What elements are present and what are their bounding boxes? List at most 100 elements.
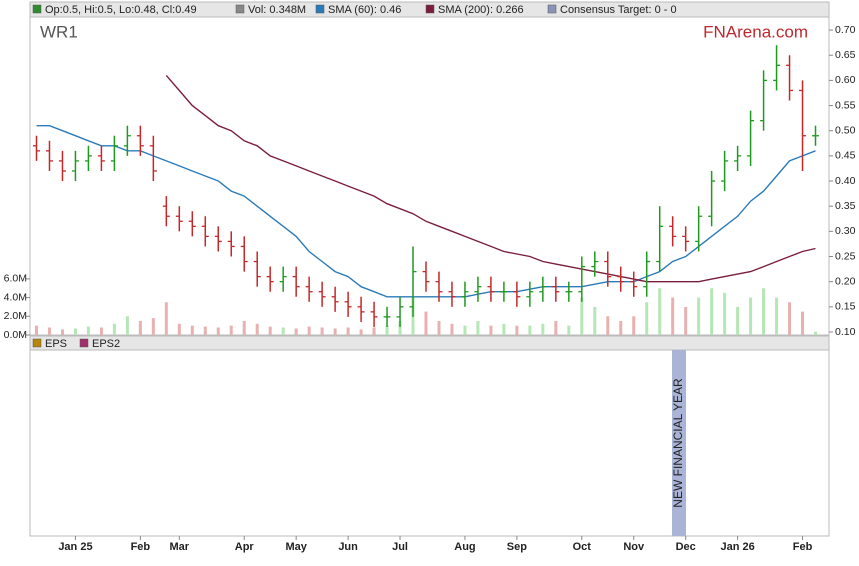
volume-bar — [437, 320, 441, 335]
volume-bar — [242, 320, 246, 335]
volume-tick-label: 4.0M — [4, 291, 27, 303]
volume-bar — [47, 327, 51, 335]
legend-swatch — [235, 4, 245, 14]
x-tick-label: Aug — [454, 541, 475, 553]
volume-bar — [229, 325, 233, 335]
x-tick-label: Nov — [623, 541, 645, 553]
volume-bar — [385, 325, 389, 335]
legend-swatch — [79, 338, 89, 348]
legend-swatch — [32, 4, 42, 14]
volume-bar — [268, 326, 272, 335]
volume-bar — [216, 327, 220, 335]
volume-bar — [697, 297, 701, 335]
x-tick-label: Sep — [507, 541, 527, 553]
volume-bar — [723, 292, 727, 335]
x-tick-label: Feb — [793, 541, 813, 553]
volume-bar — [281, 327, 285, 335]
volume-bar — [632, 316, 636, 335]
volume-bar — [684, 306, 688, 335]
volume-bar — [372, 327, 376, 335]
y-tick-label: 0.50 — [835, 124, 856, 136]
volume-bar — [619, 320, 623, 335]
y-tick-label: 0.45 — [835, 150, 856, 162]
volume-bar — [801, 311, 805, 335]
volume-tick-label: 2.0M — [4, 310, 27, 322]
annotation-band — [672, 350, 686, 536]
volume-bar — [73, 328, 77, 335]
volume-bar — [398, 320, 402, 335]
ticker: WR1 — [40, 22, 78, 41]
legend-swatch — [547, 4, 557, 14]
legend-swatch — [32, 338, 42, 348]
volume-bar — [346, 327, 350, 335]
volume-bar — [671, 297, 675, 335]
volume-bar — [164, 302, 168, 335]
volume-bar — [515, 325, 519, 335]
volume-bar — [567, 325, 571, 335]
legend-label: SMA (200): 0.266 — [438, 4, 524, 16]
legend-label: Vol: 0.348M — [248, 4, 306, 16]
volume-bar — [203, 326, 207, 335]
volume-bar — [255, 323, 259, 335]
legend-label: Consensus Target: 0 - 0 — [560, 4, 677, 16]
volume-bar — [762, 288, 766, 335]
volume-bar — [528, 325, 532, 335]
y-tick-label: 0.40 — [835, 175, 856, 187]
volume-bar — [541, 323, 545, 335]
volume-bar — [294, 328, 298, 335]
y-tick-label: 0.10 — [835, 326, 856, 338]
x-tick-label: May — [285, 541, 307, 553]
volume-bar — [736, 306, 740, 335]
volume-bar — [502, 323, 506, 335]
volume-bar — [814, 331, 818, 335]
x-tick-label: Oct — [573, 541, 592, 553]
volume-bar — [359, 329, 363, 335]
brand: FNArena.com — [703, 22, 808, 41]
volume-bar — [463, 325, 467, 335]
x-tick-label: Jan 26 — [720, 541, 754, 553]
price-panel — [29, 16, 830, 336]
legend-label: SMA (60): 0.46 — [328, 4, 401, 16]
volume-bar — [34, 325, 38, 335]
legend-label: EPS2 — [92, 338, 120, 350]
volume-bar — [307, 326, 311, 335]
sma-line — [36, 125, 816, 298]
volume-bar — [749, 297, 753, 335]
x-tick-label: Jan 25 — [58, 541, 92, 553]
volume-bar — [333, 328, 337, 335]
y-tick-label: 0.55 — [835, 99, 856, 111]
volume-bar — [710, 288, 714, 335]
legend-label: EPS — [45, 338, 67, 350]
volume-bar — [99, 327, 103, 335]
volume-bar — [151, 318, 155, 335]
volume-bar — [788, 302, 792, 335]
y-tick-label: 0.60 — [835, 74, 856, 86]
volume-bar — [489, 325, 493, 335]
volume-bar — [645, 302, 649, 335]
y-tick-label: 0.15 — [835, 301, 856, 313]
volume-bar — [138, 320, 142, 335]
volume-bar — [60, 329, 64, 335]
y-tick-label: 0.20 — [835, 275, 856, 287]
eps-legend-bar — [29, 335, 830, 351]
volume-bar — [476, 320, 480, 335]
volume-bar — [112, 323, 116, 335]
sma-line — [165, 74, 816, 283]
x-tick-label: Jul — [392, 541, 408, 553]
x-tick-label: Jun — [338, 541, 358, 553]
annotation-text: NEW FINANCIAL YEAR — [671, 378, 685, 508]
y-tick-label: 0.70 — [835, 24, 856, 36]
volume-bar — [86, 326, 90, 335]
y-tick-label: 0.25 — [835, 250, 856, 262]
legend-swatch — [425, 4, 435, 14]
volume-bar — [424, 311, 428, 335]
volume-bar — [658, 288, 662, 335]
volume-tick-label: 6.0M — [4, 273, 27, 285]
x-tick-label: Apr — [235, 541, 255, 553]
y-tick-label: 0.35 — [835, 200, 856, 212]
x-tick-label: Feb — [131, 541, 151, 553]
volume-bar — [580, 297, 584, 335]
volume-bar — [177, 323, 181, 335]
